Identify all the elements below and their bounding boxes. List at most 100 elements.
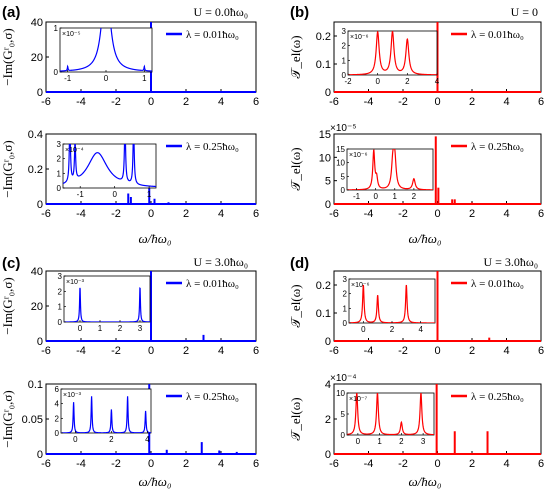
inset-x-tick-label: 2 <box>405 77 410 86</box>
x-tick-label: 2 <box>183 208 189 220</box>
inset-y-tick-label: 1 <box>58 303 63 312</box>
y-tick-label: 0.2 <box>316 280 331 292</box>
x-tick-label: 6 <box>253 96 259 108</box>
panel-label-b: (b) <box>290 4 309 21</box>
inset-curve <box>60 28 152 72</box>
y-tick-label: 20 <box>31 52 43 64</box>
x-tick-label: 0 <box>434 345 440 357</box>
y-axis-label: 𝒯_el(ω) <box>288 284 303 327</box>
y-tick-label: 2 <box>325 414 331 426</box>
inset-x-tick-label: 3 <box>138 324 143 333</box>
x-tick-label: 4 <box>503 208 509 220</box>
y-axis-label: −Im(Gʳ₀,σ) <box>0 28 15 85</box>
inset-y-tick-label: 0 <box>341 186 346 195</box>
x-tick-label: -6 <box>41 458 51 470</box>
inset-x-tick-label: 0 <box>375 77 380 86</box>
inset-y-tick-label: 1 <box>342 56 347 65</box>
inset-x-tick-label: 2 <box>412 192 417 201</box>
inset-x-tick-label: 1 <box>98 324 103 333</box>
inset-y-tick-label: 0 <box>343 319 348 328</box>
inset-x-tick-label: 2 <box>118 324 123 333</box>
inset-x-tick-label: 3 <box>421 437 426 446</box>
x-tick-label: 2 <box>183 345 189 357</box>
inset-y-tick-label: 0 <box>57 184 62 193</box>
y-tick-label: 0 <box>37 336 43 348</box>
x-tick-label: -2 <box>111 458 121 470</box>
y-tick-label: 0.1 <box>28 379 43 391</box>
inset-x-tick-label: 1 <box>377 437 382 446</box>
inset-x-tick-label: -2 <box>344 77 352 86</box>
x-tick-label: 4 <box>218 208 224 220</box>
y-tick-label: 15 <box>319 129 331 141</box>
x-tick-label: 0 <box>434 208 440 220</box>
legend-label: λ = 0.25ħω₀ <box>471 391 524 403</box>
x-tick-label: -4 <box>364 208 374 220</box>
y-tick-label: 0.1 <box>316 59 331 71</box>
inset-y-tick-label: 0 <box>55 429 60 438</box>
inset-y-tick-label: 4 <box>55 400 60 409</box>
inset-x-tick-label: 2 <box>390 325 395 334</box>
y-tick-label: 4 <box>325 379 331 391</box>
x-tick-label: 4 <box>218 345 224 357</box>
inset-y-tick-label: 6 <box>55 385 60 394</box>
inset-frame <box>63 275 151 323</box>
inset-x-tick-label: 4 <box>418 325 423 334</box>
x-tick-label: -4 <box>76 208 86 220</box>
inset-y-multiplier: ×10⁻⁷ <box>349 396 368 403</box>
inset-y-multiplier: ×10⁻⁶ <box>351 282 370 289</box>
inset-c-bot: 0 2 4 0 2 4 6×10⁻³ <box>55 385 152 444</box>
inset-y-tick-label: 10 <box>336 389 345 398</box>
inset-frame <box>346 148 434 191</box>
x-tick-label: -2 <box>398 208 408 220</box>
subplot-d-top: -6 -4 -2 0 2 4 6 0 0.1 0.2 𝒯_el(ω) λ = 0.01ħω₀ 0 2 4 0 1… <box>288 270 544 357</box>
y-tick-label: 40 <box>31 17 43 29</box>
x-tick-label: 2 <box>469 458 475 470</box>
inset-x-tick-label: 2 <box>399 437 404 446</box>
inset-y-tick-label: 0 <box>341 431 346 440</box>
x-tick-label: 0 <box>148 208 154 220</box>
subplot-b-top: -6 -4 -2 0 2 4 600.10.2𝒯_el(ω)λ = 0.01ħω₀-2 0 2 4… <box>288 21 544 108</box>
inset-y-tick-label: 3 <box>343 275 348 284</box>
y-tick-label: 0 <box>325 449 331 461</box>
y-multiplier: ×10⁻⁵ <box>330 123 356 134</box>
y-axis-label: −Im(Gʳ₀,σ) <box>0 390 15 447</box>
x-tick-label: -2 <box>111 208 121 220</box>
inset-x-tick-label: 0 <box>78 324 83 333</box>
y-tick-label: 20 <box>31 301 43 313</box>
inset-a-top: -1 0 101×10⁻⁵ <box>54 24 153 83</box>
legend-label: λ = 0.25ħω₀ <box>186 141 239 153</box>
inset-x-tick-label: 1 <box>147 190 152 199</box>
subplot-a-top: -6 -4 -2 0 2 4 6 0 20 40 −Im(Gʳ₀,σ) λ = 0.01ħω₀ -1 0 1… <box>0 17 259 108</box>
inset-y-tick-label: 3 <box>58 272 63 281</box>
x-tick-label: -2 <box>398 458 408 470</box>
x-tick-label: -4 <box>76 345 86 357</box>
panel-label-d: (d) <box>290 255 309 272</box>
inset-frame <box>347 30 438 76</box>
x-tick-label: -6 <box>329 208 339 220</box>
x-tick-label: 0 <box>434 96 440 108</box>
inset-x-tick-label: 4 <box>145 435 150 444</box>
y-tick-label: 0.1 <box>316 308 331 320</box>
inset-x-tick-label: 0 <box>356 437 361 446</box>
inset-x-tick-label: -1 <box>353 192 361 201</box>
y-axis-label: −Im(Gʳ₀,σ) <box>0 140 15 197</box>
y-tick-label: 0 <box>37 199 43 211</box>
inset-y-tick-label: 1 <box>57 169 62 178</box>
x-tick-label: -4 <box>364 96 374 108</box>
y-tick-label: 5 <box>325 176 331 188</box>
legend-label: λ = 0.01ħω₀ <box>186 29 239 41</box>
y-tick-label: 0.2 <box>316 31 331 43</box>
annotation-c: U = 3.0ħω₀ <box>193 255 248 269</box>
x-tick-label: 2 <box>469 96 475 108</box>
inset-x-tick-label: 0 <box>104 74 109 83</box>
inset-y-tick-label: 1 <box>343 304 348 313</box>
y-tick-label: 40 <box>31 266 43 278</box>
panel-label-c: (c) <box>2 255 20 272</box>
inset-d-bot: 0 1 2 3 0 5 10 ×10⁻⁷ <box>336 389 435 446</box>
subplot-c-bot: -6 -4 -2 0 2 4 6 0 0.05 0.1 −Im(Gʳ₀,σ) λ = 0.25ħω₀ 0… <box>0 379 259 470</box>
